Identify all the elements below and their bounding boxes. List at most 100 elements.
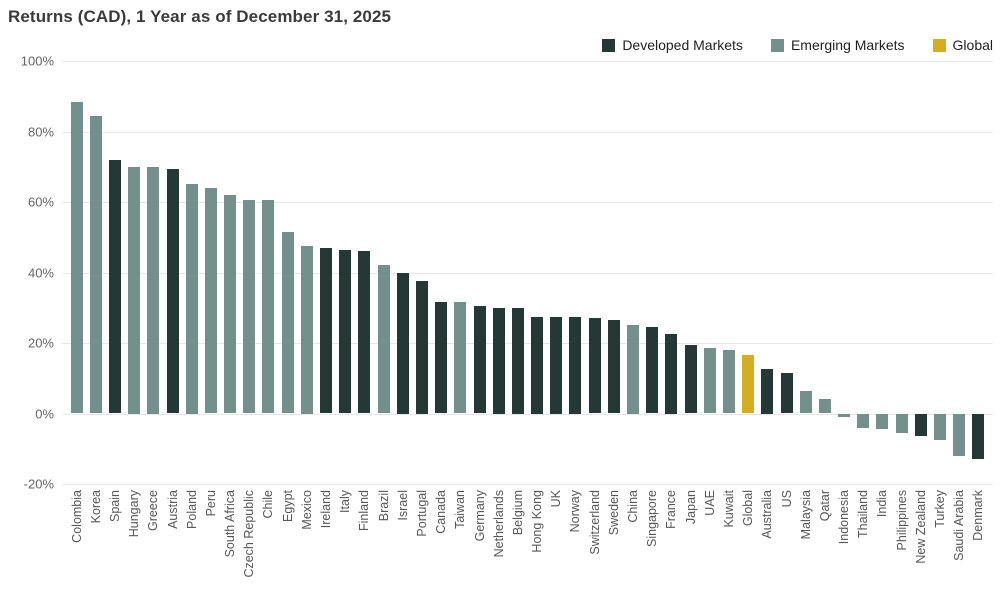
- gridline: [62, 131, 993, 133]
- legend-item-emerging-markets: Emerging Markets: [770, 37, 905, 53]
- bar-kuwait: [722, 350, 735, 414]
- x-axis-label: Czech Republic: [242, 490, 257, 578]
- y-axis-tick-label: 100%: [20, 53, 54, 69]
- x-axis-label: Belgium: [510, 490, 525, 536]
- legend-label-global: Global: [952, 37, 993, 53]
- bar-austria: [166, 168, 179, 414]
- bar-saudi-arabia: [953, 413, 966, 456]
- x-axis-label: India: [875, 490, 890, 518]
- x-axis-label: Indonesia: [837, 490, 852, 545]
- bar-italy: [339, 249, 352, 414]
- x-axis-label: Germany: [472, 490, 487, 542]
- x-axis-label: Poland: [184, 490, 199, 529]
- y-axis-tick-label: 20%: [27, 335, 54, 351]
- bar-denmark: [972, 413, 985, 460]
- bar-france: [665, 334, 678, 414]
- bar-singapore: [646, 327, 659, 414]
- gridline: [62, 413, 993, 415]
- bar-uk: [550, 316, 563, 414]
- bar-korea: [89, 115, 102, 414]
- x-axis-label: Switzerland: [587, 490, 602, 555]
- x-axis-label: Norway: [568, 490, 583, 533]
- x-axis-label: Spain: [107, 490, 122, 522]
- x-axis-label: Denmark: [971, 490, 986, 541]
- bar-norway: [569, 316, 582, 414]
- y-axis-tick-label: 40%: [27, 265, 54, 280]
- x-axis-label: China: [626, 490, 641, 523]
- x-axis-label: Australia: [760, 490, 775, 539]
- x-axis-label: Portugal: [414, 490, 429, 537]
- y-axis-tick-label: 60%: [27, 194, 54, 210]
- bar-finland: [358, 251, 371, 414]
- x-axis-label: Qatar: [817, 490, 832, 522]
- bar-chile: [262, 200, 275, 414]
- bar-poland: [185, 184, 198, 414]
- bar-indonesia: [838, 413, 851, 418]
- x-axis-label: Israel: [395, 490, 410, 521]
- x-axis-label: Taiwan: [453, 490, 468, 529]
- x-axis-label: Peru: [203, 490, 218, 517]
- y-axis-tick-label: 80%: [27, 124, 54, 139]
- bar-sweden: [607, 320, 620, 414]
- x-axis-label: Brazil: [376, 490, 391, 522]
- x-axis-label: Singapore: [645, 490, 660, 547]
- bar-mexico: [300, 246, 313, 414]
- bar-netherlands: [492, 307, 505, 414]
- bar-belgium: [511, 307, 524, 414]
- x-axis-label: Finland: [357, 490, 372, 531]
- legend-label-developed-markets: Developed Markets: [622, 37, 743, 53]
- legend-item-developed-markets: Developed Markets: [602, 37, 743, 53]
- bar-china: [627, 325, 640, 414]
- x-axis-label: UAE: [702, 490, 717, 516]
- bar-peru: [204, 187, 217, 414]
- bar-czech-republic: [243, 200, 256, 414]
- x-axis-label: Hong Kong: [530, 490, 545, 553]
- x-axis-label: Thailand: [856, 490, 871, 538]
- bar-switzerland: [588, 318, 601, 414]
- legend-swatch-developed-markets: [602, 38, 616, 52]
- bar-philippines: [895, 413, 908, 433]
- bar-japan: [684, 344, 697, 414]
- bar-ireland: [320, 247, 333, 414]
- legend: Developed Markets Emerging Markets Globa…: [602, 37, 993, 53]
- bar-portugal: [415, 281, 428, 414]
- x-axis-label: Canada: [434, 490, 449, 534]
- y-axis: 100% 80% 60% 40% 20% 0% -20%: [0, 54, 54, 492]
- x-axis-label: Japan: [683, 490, 698, 525]
- x-axis-label: Austria: [165, 490, 180, 529]
- x-axis-label: Malaysia: [798, 490, 813, 540]
- x-axis-label: Sweden: [606, 490, 621, 536]
- x-axis-label: Netherlands: [491, 490, 506, 558]
- bar-colombia: [70, 101, 83, 414]
- bar-germany: [473, 305, 486, 414]
- x-axis-label: UK: [549, 490, 564, 508]
- bar-thailand: [857, 413, 870, 428]
- plot-area: [62, 61, 993, 485]
- x-axis-label: France: [664, 490, 679, 529]
- bar-hong-kong: [531, 316, 544, 414]
- bar-turkey: [934, 413, 947, 440]
- y-axis-tick-label: -20%: [23, 476, 54, 492]
- bar-south-africa: [224, 194, 237, 414]
- bar-taiwan: [454, 302, 467, 414]
- x-axis-label: South Africa: [223, 490, 238, 558]
- x-axis-label: Greece: [146, 490, 161, 531]
- x-axis-label: Ireland: [319, 490, 334, 529]
- gridline: [62, 484, 993, 485]
- x-axis-label: Hungary: [127, 490, 142, 538]
- bar-australia: [761, 369, 774, 414]
- bar-brazil: [377, 265, 390, 414]
- x-axis-label: US: [779, 490, 794, 508]
- bar-greece: [147, 166, 160, 414]
- bar-israel: [396, 272, 409, 414]
- x-axis-label: Chile: [261, 490, 276, 519]
- x-axis-label: Mexico: [299, 490, 314, 530]
- x-axis-label: Korea: [88, 490, 103, 524]
- x-axis-label: Italy: [338, 490, 353, 513]
- bar-egypt: [281, 231, 294, 414]
- bar-us: [780, 372, 793, 414]
- bar-spain: [108, 159, 121, 414]
- bar-global: [742, 355, 755, 414]
- gridline: [62, 202, 993, 203]
